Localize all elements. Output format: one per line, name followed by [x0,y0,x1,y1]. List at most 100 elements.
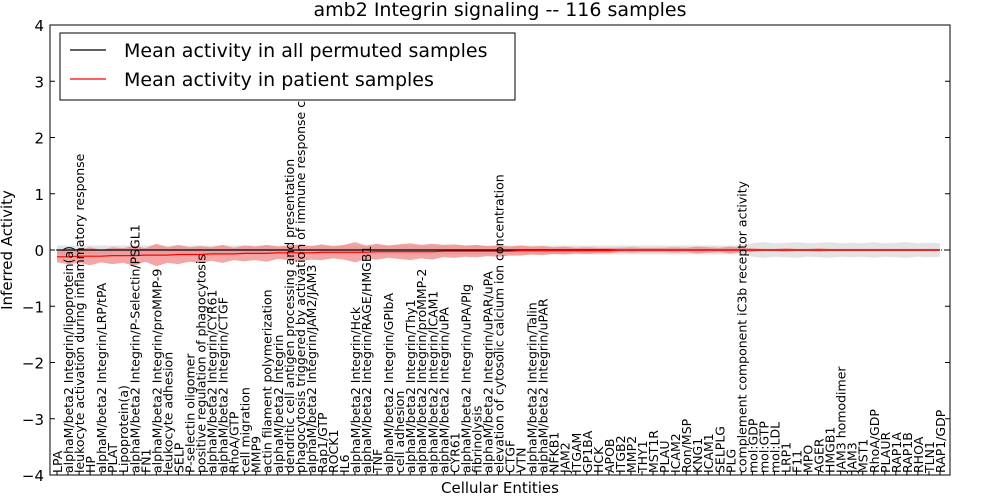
x-tick-label: PLG [723,449,738,473]
x-tick-label: Ron/MSP [679,418,694,473]
x-tick-label: RhoA/GTP [227,411,242,473]
x-tick-label: leukocyte activation during inflammatory… [72,153,87,473]
x-tick-label: CTGF [503,440,518,473]
x-tick-label: alphaM/beta2 Integrin/LRP/tPA [94,282,109,473]
x-tick-label: Rap1/GTP [315,412,330,473]
y-tick-label: −2 [22,355,44,373]
x-tick-label: PLAUR [878,432,893,473]
legend: Mean activity in all permuted samples Me… [59,32,516,101]
x-tick-label: complement component iC3b receptor activ… [734,180,749,473]
x-tick-label: JAM3 homodimer [834,366,849,474]
x-tick-label: RhoA/GDP [867,409,882,473]
y-axis-label: Inferred Activity [0,190,16,310]
x-tick-label: PLAT [105,443,120,473]
x-tick-label: LPA [50,450,65,473]
x-tick-label: alphaM/beta2 Integrin [271,335,286,473]
x-tick-label: PLAU [657,441,672,474]
x-tick-label: positive regulation of phagocytosis [194,254,209,473]
y-tick-label: −4 [22,467,44,485]
x-tick-label: alphaM/beta2 Integrin/RAGE/HMGB1 [359,246,374,473]
x-tick-label: ITGAM [569,433,584,473]
x-tick-label: alphaM/beta2 Integrin/proMMP-2 [414,269,429,473]
x-tick-label: alphaM/beta2 Integrin/uPAR [536,298,551,473]
x-tick-label: elevation of cytosolic calcium ion conce… [492,174,507,473]
x-tick-label: ITGB2 [613,435,628,473]
y-tick-label: 1 [34,186,44,204]
x-tick-label: NFKB1 [547,432,562,473]
x-tick-label: alphaM/beta2 Integrin/Thy1 [403,299,418,473]
x-tick-label: alphaM/beta2 Integrin/proMMP-9 [149,269,164,473]
line-series-1 [57,249,940,258]
x-tick-label: alphaM/beta2 Integrin/P-Selectin/PSGL1 [127,224,142,473]
x-tick-label: leukocyte adhesion [160,352,175,473]
y-tick-label: 0 [34,242,44,260]
x-tick-label: APOB [602,438,617,473]
y-tick-label: −1 [22,298,44,316]
x-tick-label: F11 [790,450,805,473]
x-tick-label: FN1 [138,449,153,474]
x-tick-label: CYR61 [447,432,462,473]
x-tick-label: SELPLG [712,426,727,473]
x-tick-label: KNG1 [690,438,705,473]
x-tick-label: JAM3 [845,442,860,474]
x-tick-label: HMGB1 [823,427,838,473]
x-tick-label: TNF [370,449,385,474]
x-tick-label: alphaM/beta2 Integrin/Talin [525,302,540,473]
y-tick-label: 2 [34,130,44,148]
x-tick-label: MST1R [646,430,661,473]
x-tick-label: ROCK1 [326,430,341,473]
x-tick-label: HCK [591,446,606,473]
x-tick-label: mol:LDL [767,422,782,473]
chart-title: amb2 Integrin signaling -- 116 samples [313,0,686,21]
x-tick-label: ICAM2 [668,433,683,473]
x-tick-label: alphaM/beta2 Integrin/uPA/Plg [458,284,473,473]
x-tick-label: alphaM/beta2 Integrin/Hck [348,306,363,473]
x-tick-label: MST1 [856,439,871,473]
x-tick-label: GP1BA [580,430,595,473]
x-tick-label: alphaM/beta2 Integrin/uPA [436,307,451,473]
x-tick-label: RAP1B [900,432,915,473]
x-tick-label: AGER [812,438,827,473]
x-tick-label: MMP2 [624,436,639,473]
band-series-1 [57,242,940,267]
x-tick-label: RAP1A [889,432,904,473]
x-tick-label: RHOA [911,436,926,473]
x-tick-label: alphaM/beta2 Integrin/uPAR/uPA [481,271,496,473]
legend-label-permuted: Mean activity in all permuted samples [124,40,487,62]
x-axis-label: Cellular Entities [441,479,559,497]
x-tick-label: alphaM/beta2 Integrin/CTGF [216,297,231,473]
y-tick-label: 3 [34,73,44,91]
x-tick-label: cell adhesion [392,391,407,473]
y-tick-label: 4 [34,17,44,35]
legend-label-patient: Mean activity in patient samples [124,69,434,91]
x-tick-label: dendritic cell antigen processing and pr… [282,159,297,473]
x-tick-label: Lipoprotein(a) [116,385,131,473]
x-tick-label: alphaM/beta2 Integrin/JAM2/JAM3 [304,265,319,473]
x-tick-label: ICAM1 [701,433,716,473]
x-tick-label: actin filament polymerization [260,289,275,473]
x-tick-label: HP [83,456,98,473]
x-tick-label: alphaM/beta2 Integrin/lipoprotein(a) [61,246,76,473]
x-tick-label: alphaM/beta2 Integrin/CYR61 [205,290,220,473]
y-tick-label: −3 [22,411,44,429]
x-tick-label: THY1 [635,440,650,474]
x-tick-label: MPO [801,445,816,473]
x-tick-label: P-selectin oligomer [182,353,197,473]
y-axis: −4 −3 −2 −1 0 1 2 3 4 [22,17,950,485]
x-tick-label: phagocytosis triggered by activation of … [293,36,308,473]
x-tick-label: mol:GTP [756,421,771,473]
series-lines [57,249,940,258]
x-tick-label: TLN1 [922,441,937,474]
legend-box [59,32,516,101]
x-tick-label: VTN [514,447,529,473]
x-tick-label: RAP1/GDP [933,409,948,473]
x-tick-label: MMP9 [249,436,264,473]
x-tick-label: JAM2 [558,442,573,474]
x-tick-label: alphaM/beta2 Integrin/GPIbA [381,293,396,473]
x-tick-label: alphaM/beta2 Integrin/ICAM1 [425,291,440,473]
x-tick-label: LRP1 [779,442,794,473]
x-tick-label: mol:GDP [745,418,760,473]
x-tick-label: cell migration [238,387,253,473]
